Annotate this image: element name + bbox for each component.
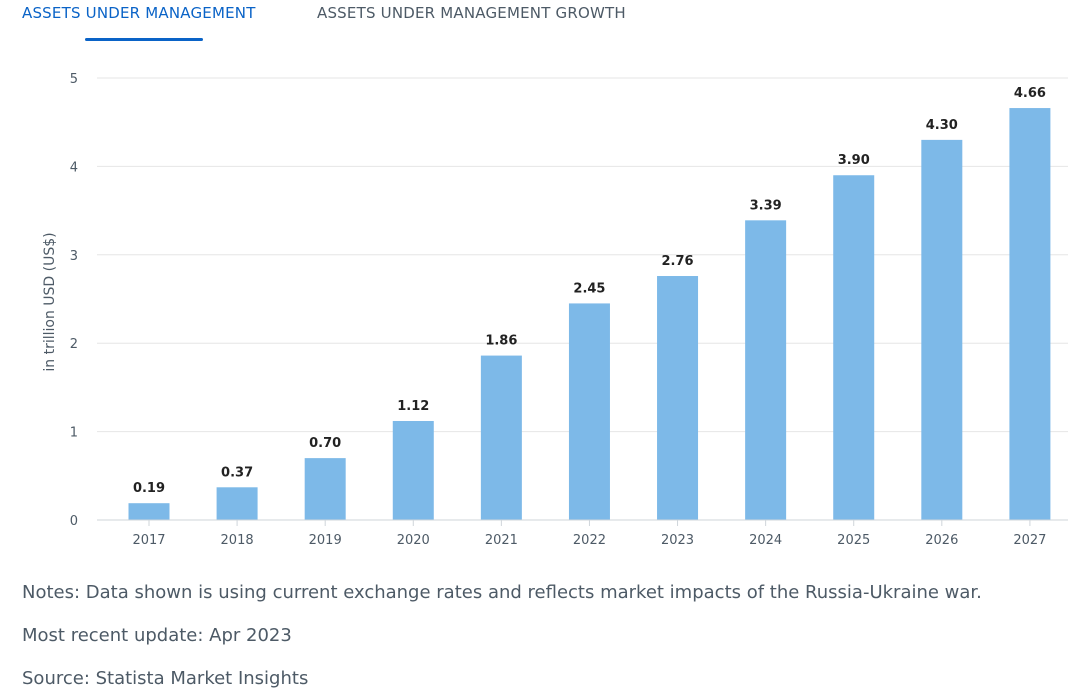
y-tick-label: 2 — [70, 337, 78, 352]
data-label-2021: 1.86 — [485, 334, 517, 349]
bar-2023[interactable] — [657, 276, 699, 520]
notes-text: Notes: Data shown is using current excha… — [22, 582, 982, 603]
bar-2019[interactable] — [304, 458, 346, 520]
chart-container: 0 1 2 3 4 5 in trillion USD (US$) 0.19 0.37 0.7… — [0, 60, 1068, 560]
bar-2021[interactable] — [480, 355, 522, 520]
x-tick-label-2017: 2017 — [132, 533, 165, 548]
x-tick-label-2024: 2024 — [749, 533, 782, 548]
x-tick-label-2027: 2027 — [1013, 533, 1046, 548]
x-tick-label-2020: 2020 — [397, 533, 430, 548]
data-label-2026: 4.30 — [926, 118, 958, 133]
y-tick-label: 5 — [70, 72, 78, 87]
bar-2017[interactable] — [128, 503, 170, 520]
y-axis-label: in trillion USD (US$) — [42, 232, 58, 371]
bar-chart: 0 1 2 3 4 5 in trillion USD (US$) 0.19 0.37 0.7… — [42, 72, 1068, 548]
x-axis-ticks: 2017 2018 2019 2020 2021 2022 2023 2024 2025 2026… — [132, 520, 1046, 548]
bar-2026[interactable] — [921, 139, 963, 520]
bar-2020[interactable] — [392, 420, 434, 520]
tab-assets-under-management-growth[interactable]: ASSETS UNDER MANAGEMENT GROWTH — [317, 4, 626, 22]
bar-2027[interactable] — [1009, 108, 1051, 520]
bar-2025[interactable] — [833, 175, 875, 520]
x-tick-label-2025: 2025 — [837, 533, 870, 548]
x-tick-label-2018: 2018 — [221, 533, 254, 548]
data-label-2019: 0.70 — [309, 436, 341, 451]
y-tick-label: 0 — [70, 514, 78, 529]
grid-lines — [97, 77, 1068, 433]
active-tab-indicator — [85, 38, 203, 41]
data-label-2017: 0.19 — [133, 481, 165, 496]
x-tick-label-2019: 2019 — [309, 533, 342, 548]
data-labels: 0.19 0.37 0.70 1.12 1.86 2.45 2.76 3.39 3.90 4.30… — [133, 86, 1046, 496]
x-tick-label-2021: 2021 — [485, 533, 518, 548]
bars — [128, 108, 1051, 520]
bar-2024[interactable] — [745, 220, 787, 520]
update-text: Most recent update: Apr 2023 — [22, 625, 292, 646]
data-label-2020: 1.12 — [397, 399, 429, 414]
bar-2018[interactable] — [216, 487, 258, 520]
tab-assets-under-management[interactable]: ASSETS UNDER MANAGEMENT — [22, 4, 256, 22]
y-tick-label: 3 — [70, 249, 78, 264]
bar-2022[interactable] — [568, 303, 610, 520]
x-tick-label-2026: 2026 — [925, 533, 958, 548]
data-label-2027: 4.66 — [1014, 86, 1046, 101]
y-tick-label: 1 — [70, 426, 78, 441]
tab-bar: ASSETS UNDER MANAGEMENT ASSETS UNDER MAN… — [0, 0, 1068, 44]
data-label-2024: 3.39 — [750, 198, 782, 213]
y-tick-label: 4 — [70, 160, 78, 175]
data-label-2025: 3.90 — [838, 153, 870, 168]
data-label-2022: 2.45 — [573, 281, 605, 296]
y-axis-ticks: 0 1 2 3 4 5 — [70, 72, 78, 529]
x-tick-label-2022: 2022 — [573, 533, 606, 548]
data-label-2018: 0.37 — [221, 465, 253, 480]
source-text: Source: Statista Market Insights — [22, 668, 309, 689]
data-label-2023: 2.76 — [662, 254, 694, 269]
x-tick-label-2023: 2023 — [661, 533, 694, 548]
